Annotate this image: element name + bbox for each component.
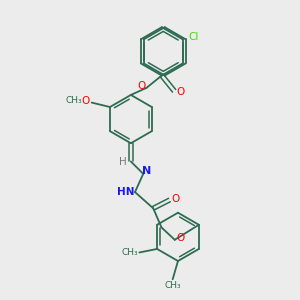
Text: O: O: [81, 96, 89, 106]
Text: HN: HN: [117, 187, 135, 197]
Text: CH₃: CH₃: [164, 281, 181, 290]
Text: CH₃: CH₃: [122, 248, 138, 257]
Text: H: H: [119, 157, 127, 167]
Text: N: N: [142, 167, 152, 176]
Text: O: O: [171, 194, 179, 204]
Text: O: O: [137, 80, 145, 91]
Text: O: O: [176, 87, 184, 97]
Text: O: O: [176, 233, 185, 243]
Text: CH₃: CH₃: [66, 96, 82, 105]
Text: Cl: Cl: [189, 32, 199, 42]
